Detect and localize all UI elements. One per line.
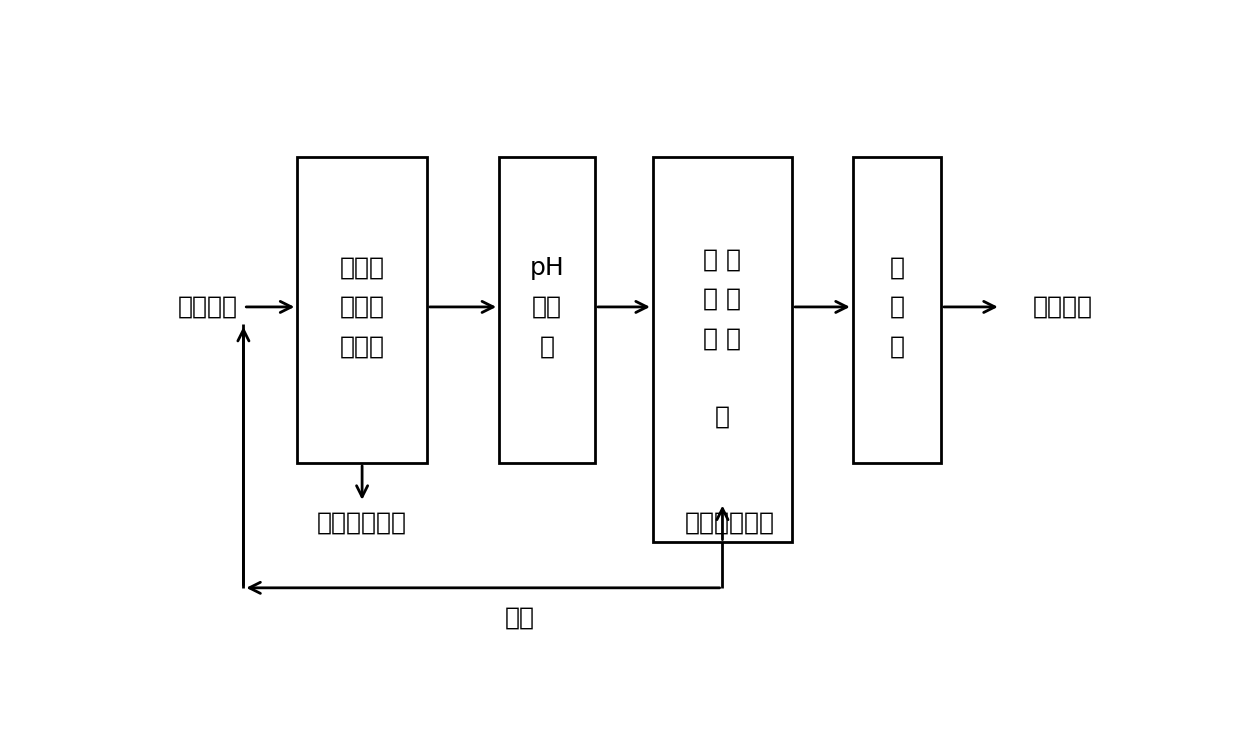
Text: 中水回用: 中水回用 <box>1033 295 1094 319</box>
Text: pH
调节
槽: pH 调节 槽 <box>529 256 564 358</box>
Text: 超细铜粉回收: 超细铜粉回收 <box>317 511 407 534</box>
Bar <box>298 156 427 463</box>
Text: 铜液: 铜液 <box>505 605 536 629</box>
Text: 诱 导
结 晶
沉 淀

槽: 诱 导 结 晶 沉 淀 槽 <box>703 248 742 428</box>
Text: 反
渗
透: 反 渗 透 <box>889 256 904 358</box>
Bar <box>652 156 792 542</box>
Text: 高铜原水: 高铜原水 <box>177 295 238 319</box>
Bar <box>498 156 595 463</box>
Text: 含铜滤料回收: 含铜滤料回收 <box>684 511 775 534</box>
Text: 梯度功
能阳极
电解槽: 梯度功 能阳极 电解槽 <box>340 256 384 358</box>
Bar <box>853 156 941 463</box>
